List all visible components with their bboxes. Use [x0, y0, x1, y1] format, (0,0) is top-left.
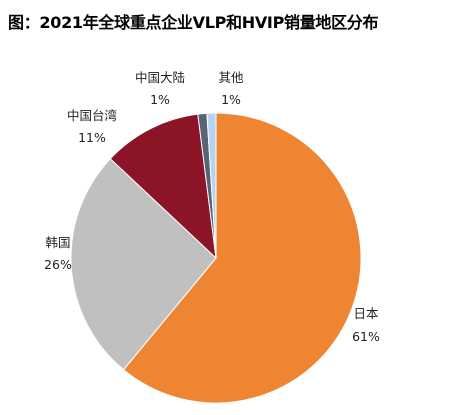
slice-name-japan: 日本 [353, 306, 379, 321]
slice-name-korea: 韩国 [45, 235, 70, 250]
slice-value-taiwan: 11% [78, 130, 106, 145]
pie-labels: 日本 61% 韩国 26% 中国台湾 11% 中国大陆 1% 其他 1% [44, 70, 380, 344]
pie-slice-other [206, 112, 217, 259]
pie-slice-japan [122, 112, 362, 404]
pie-slice-korea [70, 158, 217, 371]
pie-slices [70, 112, 362, 404]
slice-name-taiwan: 中国台湾 [67, 108, 117, 123]
slice-value-mainland: 1% [150, 92, 170, 107]
slice-value-korea: 26% [44, 257, 72, 272]
slice-value-other: 1% [221, 92, 241, 107]
slice-name-mainland: 中国大陆 [135, 70, 185, 85]
chart-title: 图：2021年全球重点企业VLP和HVIP销量地区分布 [8, 13, 379, 32]
pie-slice-taiwan [109, 113, 217, 260]
slice-value-japan: 61% [352, 329, 380, 344]
slice-name-other: 其他 [218, 70, 244, 85]
